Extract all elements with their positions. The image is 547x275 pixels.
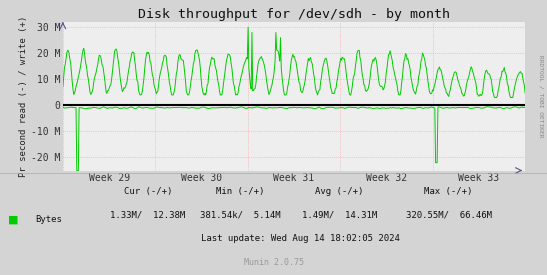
Y-axis label: Pr second read (-) / write (+): Pr second read (-) / write (+) xyxy=(19,16,28,177)
Text: Bytes: Bytes xyxy=(36,216,62,224)
Text: Min (-/+): Min (-/+) xyxy=(217,187,265,196)
Text: Max (-/+): Max (-/+) xyxy=(424,187,473,196)
Text: Last update: Wed Aug 14 18:02:05 2024: Last update: Wed Aug 14 18:02:05 2024 xyxy=(201,234,400,243)
Text: RRDTOOL / TOBI OETIKER: RRDTOOL / TOBI OETIKER xyxy=(538,55,543,138)
Text: ■: ■ xyxy=(8,215,19,225)
Text: 1.49M/  14.31M: 1.49M/ 14.31M xyxy=(301,210,377,219)
Text: 381.54k/  5.14M: 381.54k/ 5.14M xyxy=(200,210,281,219)
Title: Disk throughput for /dev/sdh - by month: Disk throughput for /dev/sdh - by month xyxy=(138,8,450,21)
Text: 1.33M/  12.38M: 1.33M/ 12.38M xyxy=(110,210,185,219)
Text: Avg (-/+): Avg (-/+) xyxy=(315,187,363,196)
Text: Cur (-/+): Cur (-/+) xyxy=(124,187,172,196)
Text: Munin 2.0.75: Munin 2.0.75 xyxy=(243,258,304,267)
Text: 320.55M/  66.46M: 320.55M/ 66.46M xyxy=(405,210,492,219)
